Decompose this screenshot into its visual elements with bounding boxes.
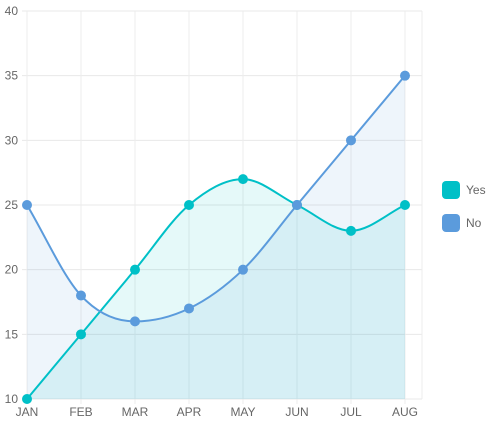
y-tick-label-30: 30 <box>5 133 19 147</box>
point-yes-jul <box>346 225 356 236</box>
point-no-may <box>238 264 248 275</box>
x-tick-label-jul: JUL <box>340 405 362 419</box>
point-yes-apr <box>184 200 194 210</box>
point-no-jan <box>22 200 32 210</box>
point-yes-may <box>238 174 248 185</box>
legend-label-yes: Yes <box>466 183 486 197</box>
legend-item-yes[interactable]: Yes <box>442 180 488 200</box>
x-tick-label-feb: FEB <box>69 405 92 419</box>
point-no-mar <box>130 316 140 327</box>
y-tick-label-25: 25 <box>5 198 19 212</box>
x-tick-label-aug: AUG <box>392 405 418 419</box>
series-areas <box>27 75 405 400</box>
y-axis-ticks: 10 15 20 25 30 35 40 <box>5 4 19 406</box>
y-tick-label-35: 35 <box>5 69 19 83</box>
point-yes-aug <box>400 200 410 210</box>
x-tick-label-jan: JAN <box>16 405 39 419</box>
legend-swatch-yes <box>442 181 460 199</box>
legend-swatch-no <box>442 214 460 232</box>
point-no-apr <box>184 303 194 314</box>
point-no-jun <box>292 200 302 210</box>
legend: Yes No <box>442 180 488 246</box>
point-yes-jan <box>22 394 32 404</box>
legend-label-no: No <box>466 216 482 230</box>
point-yes-feb <box>76 329 86 340</box>
area-yes <box>27 179 405 399</box>
x-tick-label-mar: MAR <box>122 405 149 419</box>
y-tick-label-20: 20 <box>5 263 19 277</box>
x-tick-label-may: MAY <box>230 405 255 419</box>
series-points <box>22 70 410 404</box>
x-tick-label-apr: APR <box>177 405 202 419</box>
legend-item-no[interactable]: No <box>442 213 488 233</box>
x-axis-ticks: JAN FEB MAR APR MAY JUN JUL AUG <box>16 405 418 419</box>
point-no-jul <box>346 135 356 146</box>
x-tick-label-jun: JUN <box>285 405 308 419</box>
y-tick-label-40: 40 <box>5 4 19 18</box>
y-tick-label-10: 10 <box>5 392 19 406</box>
area-no <box>27 75 405 400</box>
y-tick-label-15: 15 <box>5 327 19 341</box>
point-yes-mar <box>130 264 140 275</box>
point-no-feb <box>76 290 86 301</box>
point-no-aug <box>400 70 410 81</box>
